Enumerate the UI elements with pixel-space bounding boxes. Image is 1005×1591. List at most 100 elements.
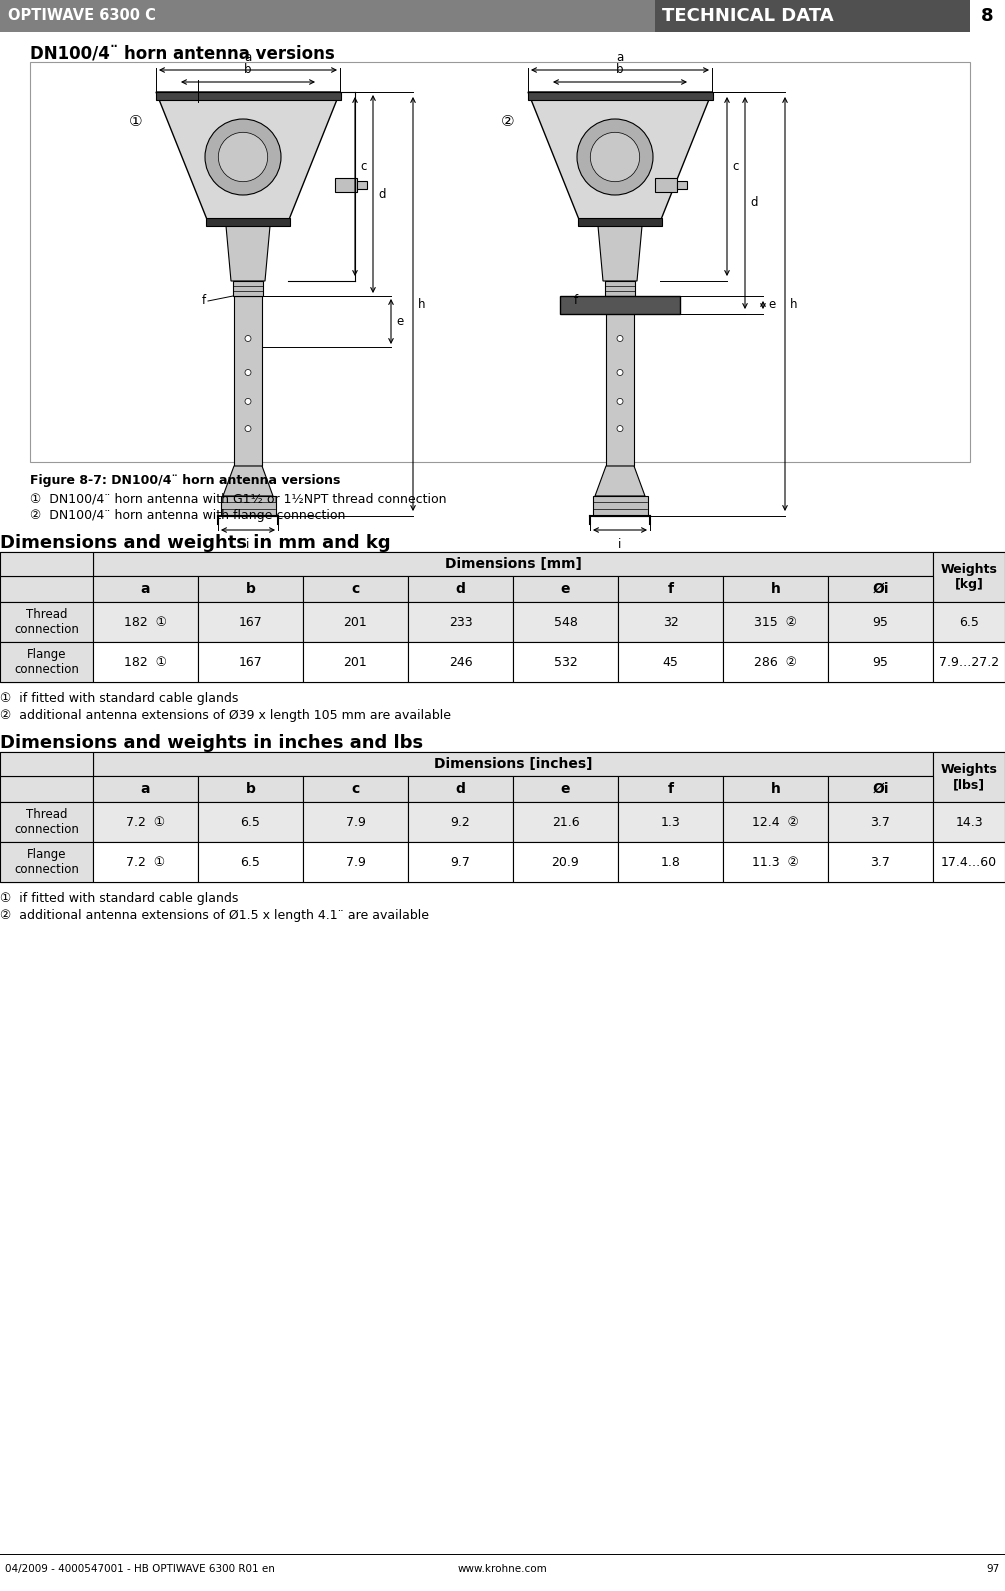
Text: 9.2: 9.2 [450,816,470,829]
Circle shape [617,426,623,431]
Bar [0,842,93,881]
Bar [933,842,1005,881]
Bar [593,496,648,515]
Text: 3.7: 3.7 [870,816,890,829]
Polygon shape [598,226,642,282]
Bar [723,776,828,802]
Bar [513,601,618,643]
Text: 548: 548 [554,616,578,628]
Bar [0,643,93,683]
Text: h: h [418,298,425,310]
Text: 7.2  ①: 7.2 ① [126,816,165,829]
Text: b: b [245,783,255,796]
Polygon shape [595,466,645,496]
Text: a: a [244,51,251,64]
Bar [408,842,513,881]
Text: 6.5: 6.5 [240,856,260,869]
Bar [93,753,933,776]
Text: 14.3: 14.3 [955,816,983,829]
Bar [723,802,828,842]
Bar [93,643,198,683]
Text: a: a [141,783,151,796]
Text: ①  if fitted with standard cable glands: ① if fitted with standard cable glands [0,893,238,905]
Circle shape [245,426,251,431]
Bar [303,601,408,643]
Bar [933,753,1005,802]
Text: Øi: Øi [872,582,888,597]
Text: 182  ①: 182 ① [124,616,167,628]
Text: 6.5: 6.5 [240,816,260,829]
Text: b: b [245,582,255,597]
Text: 11.3  ②: 11.3 ② [752,856,799,869]
Bar [606,296,634,466]
Circle shape [245,398,251,404]
Bar [408,802,513,842]
Text: 12.4  ②: 12.4 ② [752,816,799,829]
Text: 315  ②: 315 ② [754,616,797,628]
Text: Figure 8-7: DN100/4¨ horn antenna versions: Figure 8-7: DN100/4¨ horn antenna versio… [30,474,341,487]
Bar [970,0,1005,32]
Text: d: d [455,783,465,796]
Bar [828,576,933,601]
Bar [578,218,662,226]
Text: 97: 97 [987,1564,1000,1573]
Text: h: h [790,298,798,310]
Text: a: a [141,582,151,597]
Bar [303,802,408,842]
Circle shape [218,132,267,181]
Text: OPTIWAVE 6300 C: OPTIWAVE 6300 C [8,8,156,24]
Bar [0,802,93,842]
Text: 17.4…60: 17.4…60 [941,856,997,869]
Bar [198,576,303,601]
Text: Flange
connection: Flange connection [14,648,79,676]
Bar [723,601,828,643]
Text: 1.3: 1.3 [660,816,680,829]
Bar [93,776,198,802]
Bar [0,776,93,802]
Bar [0,552,1005,683]
Bar [513,776,618,802]
Text: i: i [618,538,622,550]
Bar [560,296,680,313]
Bar [513,802,618,842]
Text: 95: 95 [872,616,888,628]
Text: 95: 95 [872,655,888,668]
Text: 233: 233 [448,616,472,628]
Text: Dimensions [inches]: Dimensions [inches] [434,757,592,772]
Text: 182  ①: 182 ① [124,655,167,668]
Circle shape [617,398,623,404]
Text: 3.7: 3.7 [870,856,890,869]
Bar [93,842,198,881]
Bar [513,576,618,601]
Text: Dimensions and weights in inches and lbs: Dimensions and weights in inches and lbs [0,733,423,753]
Text: i: i [246,538,249,550]
Text: ②  additional antenna extensions of Ø1.5 x length 4.1¨ are available: ② additional antenna extensions of Ø1.5 … [0,908,429,923]
Bar [618,842,723,881]
Text: 7.9: 7.9 [346,816,366,829]
Text: Dimensions and weights in mm and kg: Dimensions and weights in mm and kg [0,535,391,552]
Text: f: f [574,294,578,307]
Bar [335,178,357,193]
Text: d: d [750,197,758,210]
Text: 8: 8 [981,6,993,25]
Bar [723,643,828,683]
Bar [933,552,1005,601]
Bar [655,0,970,32]
Text: e: e [561,582,570,597]
Polygon shape [223,466,273,496]
Text: 7.2  ①: 7.2 ① [126,856,165,869]
Bar [198,802,303,842]
Text: 21.6: 21.6 [552,816,579,829]
Text: 532: 532 [554,655,578,668]
Circle shape [617,369,623,375]
Bar [513,842,618,881]
Circle shape [590,132,640,181]
Polygon shape [528,92,712,223]
Bar [0,753,93,776]
Bar [206,218,290,226]
Text: 7.9: 7.9 [346,856,366,869]
Text: 20.9: 20.9 [552,856,579,869]
Text: ①: ① [130,115,143,129]
Bar [0,601,93,643]
Bar [408,643,513,683]
